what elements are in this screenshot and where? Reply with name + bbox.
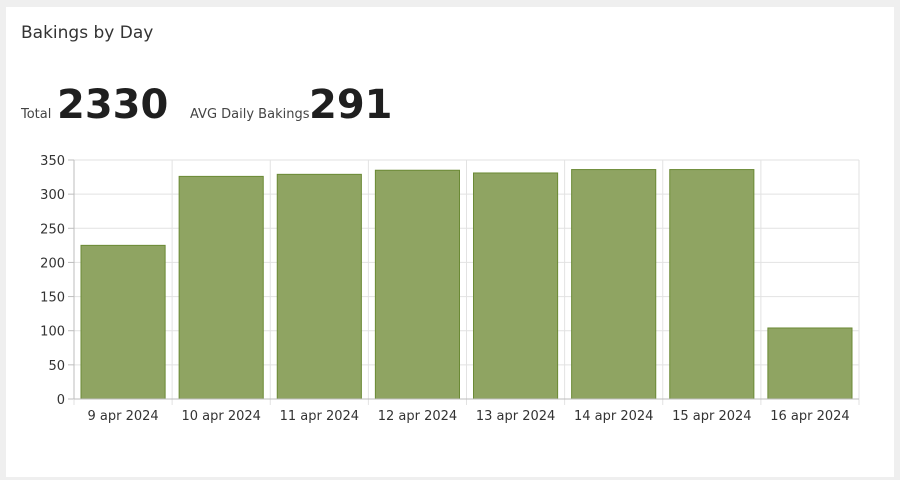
bar-chart: 0 50 100 150 200 250 300 350 9 apr 2024 10 apr 20… [40,154,860,424]
y-tick-label: 100 [40,325,65,340]
chart-card: Bakings by Day Total 2330 AVG Daily Baki… [6,7,894,477]
x-tick-label: 15 apr 2024 [672,409,751,424]
bar [374,169,460,400]
y-tick-label: 150 [40,291,65,306]
bar [473,172,559,400]
axes [73,160,859,400]
bar [669,169,755,400]
x-tick-label: 13 apr 2024 [476,409,555,424]
card-title: Bakings by Day [21,23,154,43]
y-tick-label: 300 [40,188,65,203]
bars [80,169,853,400]
x-tick-label: 12 apr 2024 [378,409,457,424]
y-tick-label: 250 [40,222,65,237]
bar [571,169,657,400]
tick-labels: 0 50 100 150 200 250 300 350 9 apr 2024 10 apr 20… [40,154,850,424]
x-tick-label: 14 apr 2024 [574,409,653,424]
y-tick-label: 0 [57,393,65,408]
y-tick-label: 50 [48,359,65,374]
bar [80,244,166,400]
avg-daily-bakings-value: 291 [309,82,393,128]
x-tick-label: 11 apr 2024 [280,409,359,424]
bar [767,327,853,400]
avg-daily-bakings-label: AVG Daily Bakings [190,107,310,122]
y-tick-label: 200 [40,256,65,271]
x-tick-label: 9 apr 2024 [87,409,158,424]
bar [276,173,362,400]
total-value: 2330 [57,82,169,128]
y-tick-label: 350 [40,154,65,169]
total-label: Total [21,107,52,122]
x-tick-label: 16 apr 2024 [770,409,849,424]
bar [178,175,264,400]
x-tick-label: 10 apr 2024 [181,409,260,424]
